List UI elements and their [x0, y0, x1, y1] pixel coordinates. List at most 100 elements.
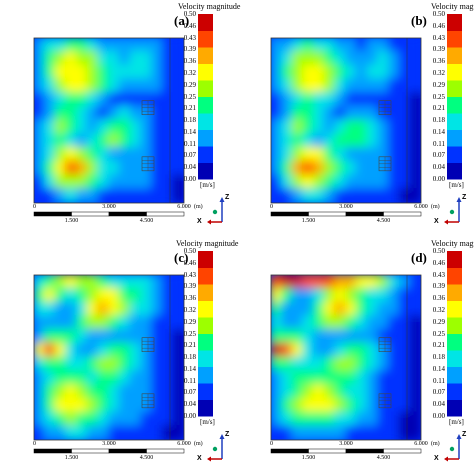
- field-cell: [387, 287, 401, 304]
- field-cell: [302, 301, 315, 318]
- field-cell: [108, 119, 121, 136]
- colorbar-band: [198, 47, 213, 64]
- field-cell: [345, 342, 358, 359]
- axis-label-x: X: [434, 218, 439, 225]
- field-cell: [334, 329, 347, 345]
- field-cell: [271, 38, 283, 53]
- field-cell: [97, 160, 110, 177]
- field-cell: [323, 105, 337, 122]
- field-cell: [34, 301, 46, 318]
- field-cell: [366, 147, 380, 163]
- field-cell: [54, 342, 68, 359]
- field-cell: [65, 119, 78, 136]
- colorbar-tick-label: 0.11: [184, 139, 196, 148]
- field-cell: [97, 92, 110, 108]
- panel-graphics: [270, 14, 462, 225]
- field-cell: [334, 315, 347, 331]
- field-cell: [97, 188, 110, 203]
- field-cell: [291, 160, 305, 177]
- field-cell: [75, 147, 89, 163]
- colorbar-tick-label: 0.04: [183, 400, 196, 409]
- field-cell: [409, 78, 421, 94]
- unit-block: [141, 337, 155, 352]
- field-cell: [409, 133, 421, 149]
- field-cell: [291, 411, 305, 428]
- field-cell: [129, 105, 143, 122]
- field-cell: [129, 133, 143, 149]
- panel-label: (b): [411, 13, 427, 28]
- field-cell: [54, 105, 68, 122]
- field-cell: [54, 411, 68, 428]
- field-cell: [140, 119, 153, 136]
- colorbar-tick-label: 0.36: [432, 294, 445, 303]
- field-cell: [54, 64, 68, 81]
- field-cell: [355, 188, 369, 203]
- colorbar-band: [447, 129, 462, 147]
- field-cell: [280, 425, 294, 440]
- field-cell: [140, 315, 153, 331]
- field-cell: [86, 315, 100, 331]
- axis-label-z: Z: [225, 431, 230, 438]
- field-cell: [34, 78, 46, 94]
- colorbar-tick-label: 0.04: [432, 400, 445, 409]
- field-cell: [118, 384, 132, 400]
- field-cell: [118, 174, 132, 191]
- field-cell: [108, 78, 121, 94]
- field-cell: [280, 78, 294, 94]
- scale-bar-label: 0: [270, 204, 273, 210]
- colorbar-tick-label: 0.50: [432, 247, 445, 255]
- field-cell: [86, 275, 100, 290]
- field-cell: [345, 78, 358, 94]
- field-cell: [409, 119, 421, 136]
- field-cell: [86, 356, 100, 373]
- field-cell: [387, 411, 401, 428]
- field-cell: [97, 119, 110, 136]
- field-cell: [366, 78, 380, 94]
- field-cell: [75, 411, 89, 428]
- field-cell: [65, 160, 78, 177]
- field-cell: [34, 356, 46, 373]
- field-cell: [86, 50, 100, 67]
- field-cell: [65, 78, 78, 94]
- field-cell: [345, 92, 358, 108]
- field-cell: [129, 50, 143, 67]
- field-cell: [280, 38, 294, 53]
- colorbar-tick-label: 0.07: [432, 151, 445, 160]
- field-cell: [172, 119, 184, 136]
- field-cell: [312, 287, 326, 304]
- scale-bar-label: 3.000: [339, 441, 353, 447]
- field-cell: [377, 50, 390, 67]
- axis-label-x: X: [197, 218, 202, 225]
- field-cell: [271, 315, 283, 331]
- field-cell: [387, 119, 401, 136]
- field-cell: [345, 119, 358, 136]
- field-cell: [291, 275, 305, 290]
- colorbar-tick-label: 0.50: [432, 10, 445, 18]
- colorbar-tick-label: 0.07: [183, 151, 196, 160]
- field-cell: [54, 301, 68, 318]
- field-cell: [75, 50, 89, 67]
- colorbar-tick-label: 0.07: [183, 388, 196, 397]
- field-cell: [280, 64, 294, 81]
- field-cell: [312, 329, 326, 345]
- field-cell: [54, 174, 68, 191]
- field-cell: [366, 64, 380, 81]
- field-cell: [323, 425, 337, 440]
- field-cell: [34, 38, 46, 53]
- scale-bar-label: 6.000: [177, 441, 191, 447]
- field-cell: [377, 425, 390, 440]
- colorbar-band: [447, 30, 462, 48]
- field-cell: [86, 411, 100, 428]
- field-cell: [150, 174, 164, 191]
- field-cell: [387, 301, 401, 318]
- scale-bar-label: 3.000: [102, 441, 116, 447]
- field-cell: [334, 275, 347, 290]
- colorbar-tick-label: 0.21: [432, 341, 445, 350]
- field-cell: [280, 342, 294, 359]
- colorbar-tick-label: 0.46: [432, 258, 445, 267]
- scale-bar-label: 3.000: [102, 204, 116, 210]
- field-cell: [366, 315, 380, 331]
- field-cell: [398, 315, 412, 331]
- field-cell: [345, 315, 358, 331]
- field-cell: [334, 92, 347, 108]
